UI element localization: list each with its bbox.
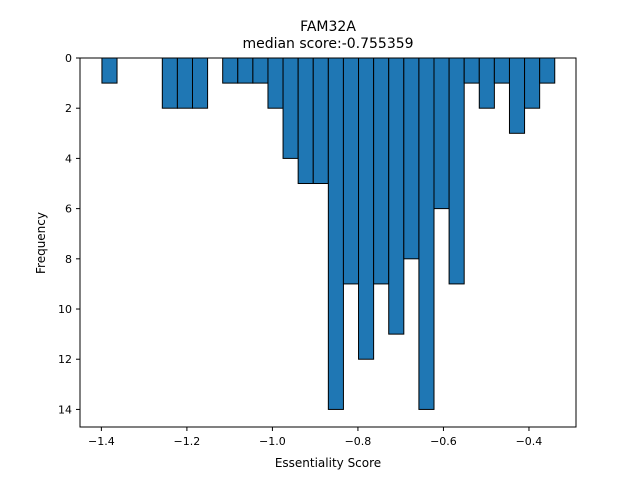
plot-frame xyxy=(79,57,577,428)
x-tick-label: −1.2 xyxy=(174,435,201,448)
x-tick-label: −0.8 xyxy=(345,435,372,448)
histogram-bar xyxy=(176,57,193,109)
histogram-bar xyxy=(327,57,344,410)
histogram-bar xyxy=(433,57,450,210)
x-tick-label: −0.6 xyxy=(430,435,457,448)
histogram-bars xyxy=(101,57,556,410)
histogram-bar xyxy=(478,57,495,109)
histogram-bar xyxy=(252,57,269,84)
y-tick-label: 0 xyxy=(65,52,72,65)
x-tick-label: −1.4 xyxy=(88,435,115,448)
histogram-bar xyxy=(237,57,254,84)
histogram-bar xyxy=(418,57,435,410)
y-tick-label: 6 xyxy=(65,203,72,216)
histogram-bar xyxy=(388,57,405,335)
histogram-bar xyxy=(493,57,510,84)
histogram-bar xyxy=(101,57,118,84)
histogram-bar xyxy=(222,57,239,84)
histogram-bar xyxy=(282,57,299,159)
histogram-bar xyxy=(267,57,284,109)
histogram-bar xyxy=(191,57,209,109)
y-tick-label: 10 xyxy=(58,303,72,316)
y-axis-ticks: 0 2 4 6 8 10 12 14 xyxy=(58,52,80,416)
histogram-bar xyxy=(539,57,556,84)
histogram-bar xyxy=(312,57,329,185)
histogram-bar xyxy=(463,57,480,84)
y-axis-label: Frequency xyxy=(34,212,48,274)
histogram-bar xyxy=(373,57,390,285)
x-axis-label: Essentiality Score xyxy=(275,456,381,470)
histogram-bar xyxy=(161,57,178,109)
x-axis-ticks: −1.4 −1.2 −1.0 −0.8 −0.6 −0.4 xyxy=(88,427,542,448)
chart-subtitle: median score:-0.755359 xyxy=(242,36,413,52)
y-tick-label: 14 xyxy=(58,403,72,416)
x-tick-label: −0.4 xyxy=(516,435,543,448)
histogram-bar xyxy=(342,57,360,285)
histogram-bar xyxy=(297,57,314,185)
histogram-bar xyxy=(524,57,541,109)
y-tick-label: 2 xyxy=(65,102,72,115)
chart-title: FAM32A xyxy=(300,19,356,35)
histogram-bar xyxy=(403,57,420,260)
histogram-bar xyxy=(358,57,375,360)
y-tick-label: 12 xyxy=(58,353,72,366)
histogram-bar xyxy=(448,57,465,285)
histogram-bar xyxy=(508,57,526,134)
y-tick-label: 8 xyxy=(65,253,72,266)
x-tick-label: −1.0 xyxy=(259,435,286,448)
y-tick-label: 4 xyxy=(65,152,72,165)
